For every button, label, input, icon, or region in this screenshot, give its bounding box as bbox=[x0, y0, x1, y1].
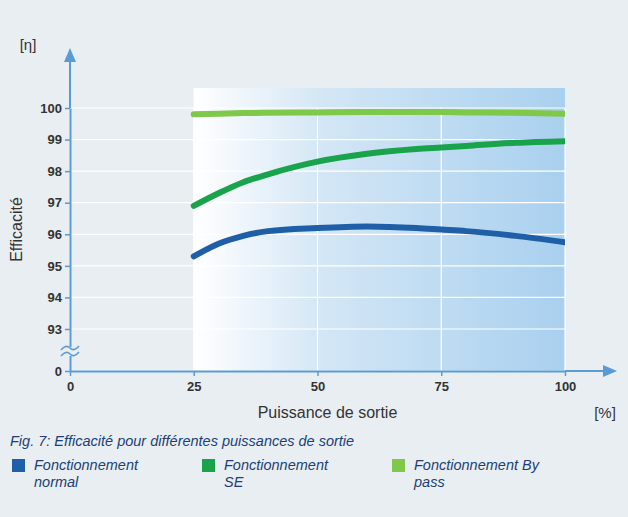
y-axis-extension bbox=[69, 60, 71, 108]
x-axis-arrow bbox=[603, 365, 617, 377]
axis-break-mark bbox=[61, 346, 79, 350]
y-tick: 96 bbox=[48, 227, 70, 242]
y-tick-label: 95 bbox=[48, 259, 62, 274]
grid-line bbox=[69, 108, 70, 371]
legend-label: Fonctionnementnormal bbox=[34, 457, 139, 490]
series-line bbox=[194, 112, 565, 114]
x-tick-mark bbox=[70, 371, 72, 376]
y-tick-label: 96 bbox=[48, 227, 62, 242]
y-tick-label: 99 bbox=[48, 132, 62, 147]
x-unit: [%] bbox=[594, 404, 616, 421]
x-tick: 0 bbox=[67, 371, 74, 394]
y-axis-title: Efficacité bbox=[8, 197, 25, 262]
axis-break-mark bbox=[61, 352, 79, 356]
x-tick: 100 bbox=[555, 371, 577, 394]
legend-swatch bbox=[202, 459, 215, 472]
grid-line bbox=[193, 108, 194, 371]
y-tick-mark bbox=[65, 234, 70, 236]
axis-arrows bbox=[64, 48, 617, 377]
y-tick-mark bbox=[65, 171, 70, 173]
legend-swatch bbox=[392, 459, 405, 472]
x-axis-title: Puissance de sortie bbox=[258, 404, 398, 421]
x-tick-label: 100 bbox=[555, 379, 577, 394]
title: Fig. 7: Efficacité pour différentes puis… bbox=[10, 433, 354, 449]
y-tick-label: 97 bbox=[48, 195, 62, 210]
legend-label-line: normal bbox=[34, 474, 79, 490]
legend: FonctionnementnormalFonctionnementSEFonc… bbox=[12, 457, 540, 490]
x-tick-mark bbox=[441, 371, 443, 376]
y-tick: 100 bbox=[40, 101, 70, 116]
x-axis: 0 25 50 75 100 bbox=[67, 371, 576, 394]
legend-label-line: SE bbox=[224, 474, 244, 490]
series-line bbox=[194, 141, 565, 206]
x-tick-label: 25 bbox=[187, 379, 201, 394]
legend-label-line: Fonctionnement bbox=[34, 457, 139, 473]
y-axis-arrow bbox=[64, 48, 76, 62]
legend-label: Fonctionnement Bypass bbox=[413, 457, 540, 490]
legend-label-line: Fonctionnement bbox=[224, 457, 329, 473]
y-tick-mark bbox=[65, 297, 70, 299]
x-tick: 75 bbox=[435, 371, 449, 394]
x-tick-mark bbox=[194, 371, 196, 376]
legend-label-line: Fonctionnement By bbox=[414, 457, 540, 473]
y-tick-mark bbox=[65, 139, 70, 141]
series-line bbox=[194, 226, 565, 256]
y-tick-mark bbox=[65, 371, 70, 373]
y-tick-label: 94 bbox=[48, 290, 63, 305]
x-tick: 50 bbox=[311, 371, 325, 394]
y-tick-label: 0 bbox=[55, 364, 62, 379]
x-axis-extension bbox=[565, 370, 605, 372]
y-axis-line bbox=[70, 109, 72, 372]
y-tick-label: 98 bbox=[48, 164, 62, 179]
y-tick-label: 93 bbox=[48, 322, 62, 337]
y-tick-mark bbox=[65, 202, 70, 204]
y-axis: 0 93 94 95 96 97 98 99 100 bbox=[40, 101, 70, 379]
y-tick: 98 bbox=[48, 164, 70, 179]
y-unit: [η] bbox=[20, 36, 37, 53]
axis-break bbox=[61, 346, 79, 356]
x-tick-mark bbox=[317, 371, 319, 376]
y-tick: 94 bbox=[48, 290, 70, 305]
legend-label-line: pass bbox=[413, 474, 445, 490]
y-tick: 93 bbox=[48, 322, 70, 337]
lines bbox=[194, 112, 565, 256]
y-tick-label: 100 bbox=[40, 101, 62, 116]
y-tick-mark bbox=[65, 329, 70, 331]
y-tick: 97 bbox=[48, 195, 70, 210]
y-tick: 0 bbox=[55, 364, 70, 379]
axis-break-gap bbox=[61, 347, 79, 356]
y-tick-mark bbox=[65, 266, 70, 268]
legend-swatch bbox=[12, 459, 25, 472]
y-tick: 95 bbox=[48, 259, 70, 274]
chart: 0 93 94 95 96 97 98 99 100 0 25 50 75 100 [η] Efficacit… bbox=[0, 0, 628, 517]
legend-label: FonctionnementSE bbox=[224, 457, 329, 490]
grid-line bbox=[317, 108, 318, 371]
grid bbox=[70, 108, 565, 371]
x-tick-label: 50 bbox=[311, 379, 325, 394]
y-tick: 99 bbox=[48, 132, 70, 147]
x-tick-label: 0 bbox=[67, 379, 74, 394]
x-tick: 25 bbox=[187, 371, 201, 394]
x-tick-label: 75 bbox=[435, 379, 449, 394]
